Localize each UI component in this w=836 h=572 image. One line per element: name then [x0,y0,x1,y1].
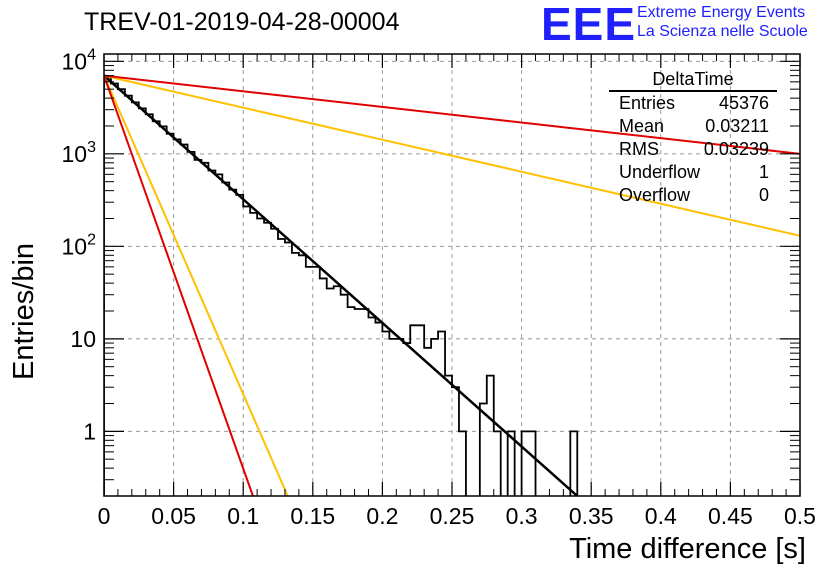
stats-box: DeltaTime Entries 45376 Mean 0.03211 RMS… [609,68,777,207]
x-tick-label: 0.05 [151,503,196,529]
grid-lines [104,54,800,496]
x-tick-label: 0.25 [430,503,475,529]
x-tick-label: 0.4 [645,503,677,529]
stats-row-overflow: Overflow 0 [609,184,777,207]
chart-title: TREV-01-2019-04-28-00004 [84,8,400,36]
y-tick-label: 10 [70,326,96,352]
stats-value: 1 [758,162,769,182]
x-tick-label: 0.5 [784,503,816,529]
fit-curve-3 [104,74,800,155]
y-tick-label: 1 [83,418,96,444]
x-axis-label: Time difference [s] [569,533,806,565]
axis-ticks [103,54,801,497]
logo-line-2: La Scienza nelle Scuole [637,23,808,40]
stats-label: Overflow [619,185,691,205]
fit-curve-2 [104,75,289,496]
x-tick-labels: 0 0.05 0.1 0.15 0.2 0.25 0.3 0.35 0.4 0.45 0.5 [98,503,816,529]
stats-value: 0.03239 [703,139,769,159]
stats-value: 0.03211 [705,116,769,136]
fit-curve-1 [104,74,800,237]
eee-logo: EEE [541,0,637,50]
x-tick-label: 0.3 [506,503,538,529]
y-tick-labels: 1 10 102 103 104 [62,46,97,444]
x-tick-label: 0.15 [290,503,335,529]
stats-value: 0 [758,185,769,205]
stats-label: RMS [619,139,659,159]
x-tick-label: 0.2 [366,503,398,529]
y-axis-label: Entries/bin [8,242,40,380]
stats-title: DeltaTime [609,68,777,92]
fit-curves [104,74,800,496]
logo-line-1: Extreme Energy Events [637,4,806,21]
y-tick-label: 103 [62,139,97,167]
stats-row-entries: Entries 45376 [609,92,777,115]
x-tick-label: 0 [98,503,111,529]
stats-value: 45376 [718,93,769,113]
stats-row-rms: RMS 0.03239 [609,138,777,161]
stats-row-mean: Mean 0.03211 [609,115,777,138]
fit-curve-4 [104,75,254,496]
x-tick-label: 0.45 [708,503,753,529]
y-tick-label: 102 [62,231,97,259]
stats-label: Underflow [619,162,701,182]
fit-curve-0 [104,74,579,496]
x-tick-label: 0.1 [227,503,259,529]
stats-label: Entries [619,93,676,113]
x-tick-label: 0.35 [569,503,614,529]
stats-row-underflow: Underflow 1 [609,161,777,184]
y-tick-label: 104 [62,46,97,74]
stats-label: Mean [619,116,665,136]
